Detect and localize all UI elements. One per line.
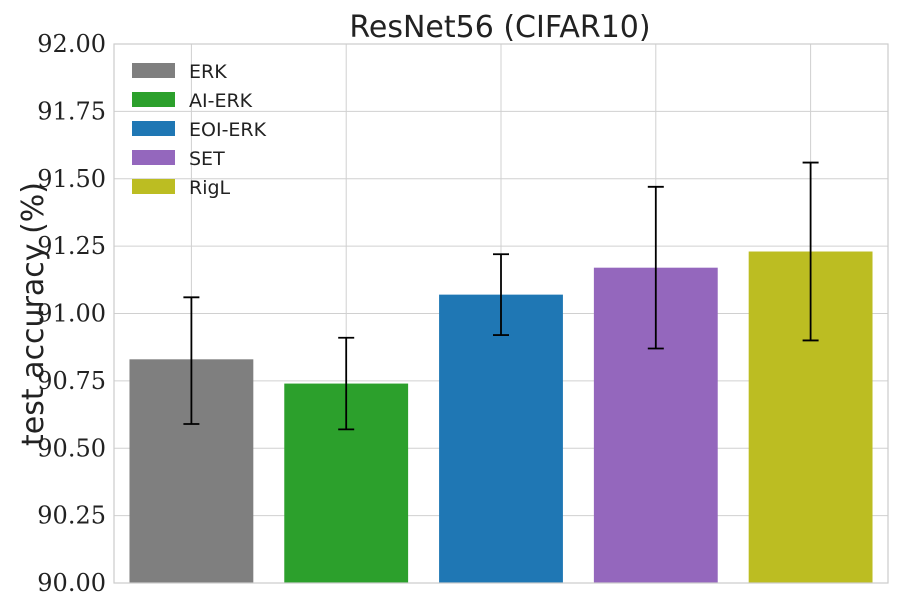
y-tick-label: 91.75	[37, 97, 106, 125]
legend-swatch-eoi-erk	[132, 121, 175, 136]
y-tick-label: 90.75	[37, 367, 106, 395]
plot-frame	[113, 43, 889, 584]
error-bar-erk	[183, 296, 200, 425]
legend-swatch-rigl	[132, 179, 175, 194]
y-tick-label: 91.50	[37, 165, 106, 193]
error-bars	[183, 161, 819, 431]
y-tick-label: 90.00	[37, 569, 106, 597]
y-axis-ticks: 90.00 90.25 90.50 90.75 91.00 91.25 91.50 91.75…	[37, 30, 106, 597]
legend: ERK AI-ERK EOI-ERK SET RigL	[132, 61, 267, 199]
y-tick-label: 90.50	[37, 434, 106, 462]
legend-label: SET	[189, 148, 225, 170]
y-tick-label: 91.00	[37, 300, 106, 328]
error-bar-rigl	[802, 161, 819, 342]
legend-label: EOI-ERK	[189, 119, 267, 141]
y-tick-label: 92.00	[37, 30, 106, 58]
y-tick-label: 90.25	[37, 502, 106, 530]
chart-title: ResNet56 (CIFAR10)	[349, 10, 650, 45]
y-tick-label: 91.25	[37, 232, 106, 260]
y-axis-label: test accuracy (%)	[16, 182, 51, 446]
legend-swatch-set	[132, 150, 175, 165]
legend-swatch-ai-erk	[132, 92, 175, 107]
error-bar-eoi-erk	[493, 253, 509, 336]
legend-label: ERK	[189, 61, 227, 83]
error-bar-set	[647, 185, 664, 350]
legend-label: AI-ERK	[189, 90, 253, 112]
bar-eoi-erk	[439, 294, 563, 583]
legend-label: RigL	[189, 177, 231, 199]
error-bar-ai-erk	[338, 336, 355, 431]
legend-swatch-erk	[132, 63, 175, 78]
